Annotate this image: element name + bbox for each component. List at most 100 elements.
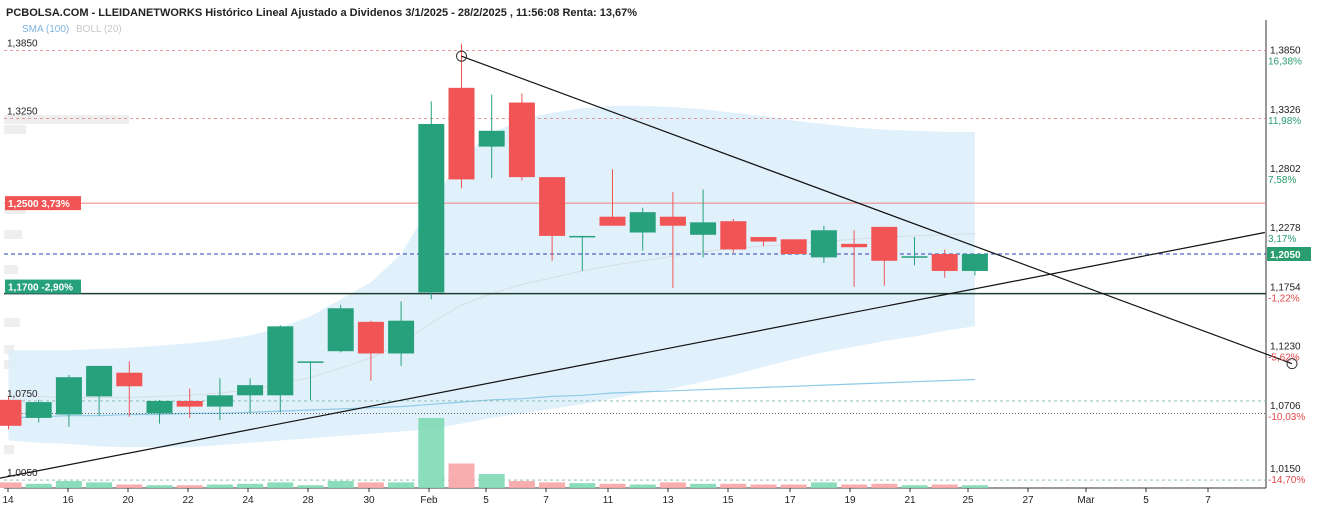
volume-bar	[267, 482, 294, 488]
volume-bar	[599, 483, 626, 488]
bollinger-band	[8, 105, 975, 448]
volume-bar	[448, 463, 475, 488]
last-price-label: 1,2050	[1270, 250, 1301, 261]
candle	[388, 301, 415, 366]
volume-bar	[116, 484, 143, 488]
volume-bar	[478, 474, 505, 488]
candle	[720, 218, 747, 253]
candle	[0, 396, 22, 430]
left-level-label: 1,3850	[7, 39, 38, 50]
candle-body	[961, 254, 988, 271]
candle-body	[508, 102, 535, 178]
volume-bar	[297, 485, 324, 488]
candle-body	[599, 216, 626, 226]
sma-line	[8, 378, 975, 419]
last-price-tag	[1267, 247, 1311, 261]
up-trendline	[0, 231, 1265, 479]
down-trendline	[461, 55, 1293, 365]
x-tick-label: 19	[844, 495, 856, 506]
trendline-handle	[456, 50, 467, 62]
volume-bar	[206, 484, 233, 488]
support-label: 1,1700 -2,90%	[8, 283, 73, 294]
y-tick-pct: 3,17%	[1268, 234, 1296, 245]
candle	[599, 169, 626, 226]
x-tick-label: 27	[1022, 495, 1034, 506]
y-tick-pct: 16,38%	[1268, 57, 1302, 68]
x-tick-label: 16	[62, 495, 74, 506]
left-level-label: 1,0050	[7, 468, 38, 479]
x-tick-label: 11	[603, 495, 614, 506]
x-tick-label: 13	[662, 495, 674, 506]
candle-body	[690, 222, 717, 235]
candle	[961, 254, 988, 276]
x-tick-label: 15	[722, 495, 734, 506]
trendline-handle	[1286, 358, 1298, 370]
volume-bar	[780, 484, 807, 488]
volume-bar	[901, 485, 928, 488]
candle-body	[901, 256, 928, 258]
y-tick-label: 1,0150	[1270, 464, 1301, 475]
volume-profile-bar	[4, 345, 14, 354]
candle	[55, 374, 82, 427]
volume-bar	[871, 483, 898, 488]
volume-profile-bar	[4, 230, 22, 239]
candle	[237, 378, 264, 414]
x-tick-label: 7	[1205, 495, 1211, 506]
y-tick-pct: 7,58%	[1268, 175, 1296, 186]
candle-body	[267, 326, 294, 396]
volume-bar	[388, 482, 415, 488]
volume-bar	[810, 482, 837, 488]
candle	[690, 189, 717, 258]
candle-body	[25, 402, 52, 418]
x-tick-label: 21	[904, 495, 916, 506]
volume-bar	[961, 485, 988, 488]
y-tick-label: 1,2278	[1270, 223, 1301, 234]
candle	[508, 93, 535, 181]
candle-body	[116, 372, 143, 387]
candle	[810, 225, 837, 264]
candle-body	[569, 235, 596, 238]
y-tick-label: 1,3850	[1270, 46, 1301, 57]
candle	[297, 361, 324, 400]
legend-sma[interactable]: SMA (100)	[22, 24, 69, 35]
volume-bar	[931, 484, 958, 488]
candle-body	[931, 254, 958, 271]
candle-body	[539, 177, 566, 236]
candle	[418, 101, 445, 300]
left-level-label: 1,3250	[7, 106, 38, 117]
left-level-label: 1,0750	[7, 389, 38, 400]
x-tick-label: 5	[1143, 495, 1149, 506]
candle	[25, 399, 52, 423]
volume-bar	[629, 484, 656, 488]
plot-area[interactable]: 1,385016,38%1,332611,98%1,28027,58%1,227…	[0, 20, 1311, 506]
candle	[176, 388, 203, 418]
candle-body	[810, 230, 837, 258]
x-tick-label: 7	[543, 495, 549, 506]
candle-body	[750, 237, 777, 242]
resistance-tag	[5, 196, 81, 211]
volume-bar	[25, 483, 52, 488]
candle	[86, 365, 113, 416]
candle-body	[871, 226, 898, 261]
x-tick-label: 28	[302, 495, 314, 506]
candle-body	[86, 365, 113, 397]
legend-boll[interactable]: BOLL (20)	[76, 24, 122, 35]
candle-body	[418, 124, 445, 293]
y-tick-pct: -14,70%	[1268, 475, 1305, 486]
x-tick-label: 17	[784, 495, 796, 506]
candle	[357, 320, 384, 381]
volume-bar	[0, 482, 22, 488]
x-tick-label: Feb	[420, 495, 438, 506]
candle	[901, 237, 928, 266]
volume-bar	[841, 484, 868, 488]
candle	[659, 191, 686, 288]
volume-bar	[357, 482, 384, 488]
support-tag	[5, 279, 81, 294]
candle	[206, 378, 233, 421]
y-tick-label: 1,1754	[1270, 282, 1301, 293]
volume-bar	[327, 481, 354, 488]
volume-profile-bar	[4, 125, 26, 134]
candle-body	[327, 308, 354, 352]
y-tick-label: 1,2802	[1270, 164, 1301, 175]
candle	[871, 226, 898, 286]
